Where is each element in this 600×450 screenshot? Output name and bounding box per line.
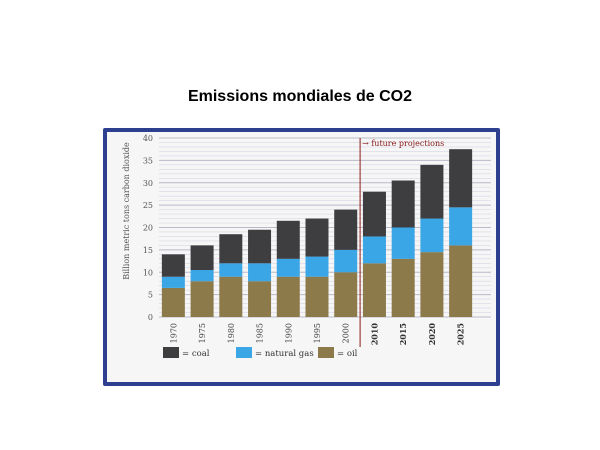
bar-natural_gas-2015 [391,227,415,259]
bar-coal-2010 [362,191,386,237]
y-tick-label: 35 [143,156,153,165]
x-tick-label: 2010 [369,323,379,346]
bar-oil-1975 [190,281,214,317]
bar-natural_gas-1970 [161,276,185,288]
bar-coal-1980 [219,234,243,264]
bar-natural_gas-1995 [305,256,329,277]
x-tick-label: 2000 [342,323,351,343]
bar-natural_gas-1975 [190,270,214,282]
bar-natural_gas-1985 [248,263,272,282]
bar-oil-2010 [362,263,386,317]
x-tick-label: 2025 [456,323,466,345]
legend-label-coal: = coal [182,349,210,359]
x-tick-label: 1995 [313,323,322,343]
x-tick-label: 1985 [256,323,265,343]
x-tick-label: 1980 [227,323,236,343]
bar-oil-1970 [161,287,185,317]
bar-coal-2020 [420,164,444,219]
x-tick-label: 1975 [198,323,207,343]
legend-swatch-coal [163,347,179,358]
bar-oil-2015 [391,258,415,317]
bar-natural_gas-2000 [334,249,358,273]
bar-coal-2025 [449,149,473,208]
bar-coal-1990 [276,220,300,259]
legend-swatch-oil [318,347,334,358]
bar-natural_gas-1980 [219,263,243,277]
x-tick-label: 2015 [398,323,408,345]
bar-coal-1995 [305,218,329,257]
bar-natural_gas-2010 [362,236,386,264]
bar-oil-2000 [334,272,358,317]
y-tick-label: 5 [148,291,153,300]
y-tick-label: 15 [143,246,153,255]
y-tick-label: 20 [143,224,153,233]
chart-frame: 0 5 10 15 20 25 30 35 40 Billion metric tons car… [103,128,500,386]
bar-oil-1990 [276,276,300,317]
projection-annotation: → future projections [362,139,444,148]
x-tick-label: 1970 [169,323,178,343]
x-tick-label: 1990 [284,323,293,343]
bar-oil-2020 [420,252,444,317]
bar-natural_gas-2020 [420,218,444,253]
y-axis-label: Billion metric tons carbon dioxide [122,142,131,280]
bar-coal-1985 [248,229,272,264]
bar-natural_gas-1990 [276,258,300,277]
y-tick-label: 25 [143,201,153,210]
x-tick-label: 2020 [427,323,437,346]
bar-natural_gas-2025 [449,207,473,246]
bar-coal-1975 [190,245,214,271]
bar-oil-1995 [305,276,329,317]
y-tick-label: 0 [148,313,153,322]
legend-label-oil: = oil [337,349,358,359]
bar-oil-2025 [449,245,473,317]
bar-coal-2000 [334,209,358,250]
bar-oil-1985 [248,281,272,317]
bar-oil-1980 [219,276,243,317]
y-tick-label: 40 [143,134,153,143]
legend-label-natural_gas: = natural gas [255,349,314,359]
y-tick-label: 30 [143,179,153,188]
bar-coal-1970 [161,254,185,277]
page-title: Emissions mondiales de CO2 [187,88,413,105]
bar-coal-2015 [391,180,415,228]
legend-swatch-natural_gas [236,347,252,358]
y-tick-label: 10 [143,268,153,277]
